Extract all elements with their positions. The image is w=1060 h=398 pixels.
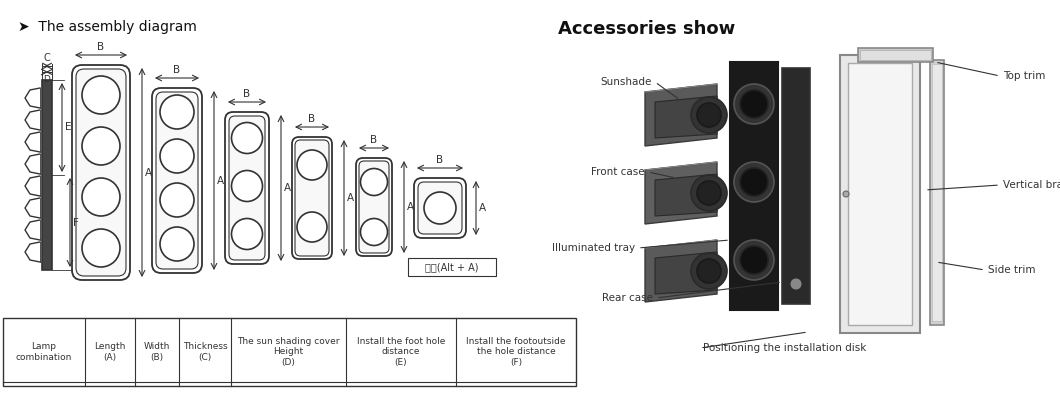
- Circle shape: [231, 170, 263, 201]
- Text: B: B: [174, 65, 180, 75]
- Circle shape: [160, 183, 194, 217]
- Text: A: A: [217, 176, 224, 185]
- Circle shape: [160, 227, 194, 261]
- Circle shape: [424, 192, 456, 224]
- Bar: [932, 64, 942, 321]
- Circle shape: [691, 97, 727, 133]
- Text: Install the foot hole
distance
(E): Install the foot hole distance (E): [357, 337, 445, 367]
- Text: Lamp
combination: Lamp combination: [16, 342, 72, 362]
- Bar: [930, 60, 944, 325]
- Circle shape: [160, 139, 194, 173]
- Circle shape: [297, 150, 326, 180]
- Circle shape: [734, 240, 774, 280]
- Circle shape: [82, 178, 120, 216]
- Text: Accessories show: Accessories show: [558, 20, 736, 38]
- Circle shape: [740, 90, 768, 118]
- Text: Positioning the installation disk: Positioning the installation disk: [703, 343, 866, 353]
- Text: Vertical bracket: Vertical bracket: [1003, 180, 1060, 190]
- Text: D: D: [43, 75, 51, 84]
- Circle shape: [697, 103, 721, 127]
- Circle shape: [697, 181, 721, 205]
- Circle shape: [740, 246, 768, 274]
- Text: B: B: [244, 89, 250, 99]
- FancyBboxPatch shape: [418, 182, 462, 234]
- Text: Front case: Front case: [591, 167, 644, 177]
- Circle shape: [791, 279, 801, 289]
- Text: B: B: [308, 114, 316, 124]
- Circle shape: [697, 259, 721, 283]
- Circle shape: [734, 162, 774, 202]
- Text: C: C: [43, 53, 51, 63]
- Circle shape: [82, 229, 120, 267]
- Text: E: E: [65, 123, 71, 133]
- Bar: [3, 318, 576, 386]
- Text: Width
(B): Width (B): [144, 342, 171, 362]
- Bar: [840, 55, 920, 333]
- Text: A: A: [407, 202, 414, 212]
- Polygon shape: [655, 252, 717, 294]
- Polygon shape: [655, 96, 717, 138]
- Text: Side trim: Side trim: [988, 265, 1036, 275]
- FancyBboxPatch shape: [156, 92, 198, 269]
- Text: Length
(A): Length (A): [94, 342, 126, 362]
- Text: Illuminated tray: Illuminated tray: [552, 243, 635, 253]
- Polygon shape: [655, 174, 717, 216]
- Bar: [782, 68, 810, 304]
- Text: B: B: [98, 42, 105, 52]
- Circle shape: [843, 191, 849, 197]
- Polygon shape: [644, 240, 717, 302]
- Text: F: F: [73, 217, 78, 228]
- Circle shape: [360, 168, 388, 195]
- Circle shape: [160, 95, 194, 129]
- Circle shape: [297, 212, 326, 242]
- Circle shape: [740, 168, 768, 196]
- Circle shape: [734, 84, 774, 124]
- FancyBboxPatch shape: [295, 140, 329, 256]
- Text: A: A: [145, 168, 153, 178]
- Text: Thickness
(C): Thickness (C): [182, 342, 227, 362]
- Circle shape: [82, 127, 120, 165]
- Circle shape: [691, 175, 727, 211]
- Circle shape: [360, 219, 388, 246]
- Text: Sunshade: Sunshade: [601, 77, 652, 87]
- Text: B: B: [437, 155, 443, 165]
- Bar: [858, 48, 933, 62]
- Circle shape: [691, 253, 727, 289]
- Text: B: B: [370, 135, 377, 145]
- Bar: [730, 62, 778, 310]
- Bar: [860, 50, 931, 60]
- FancyBboxPatch shape: [229, 116, 265, 260]
- Bar: [408, 258, 496, 276]
- Circle shape: [231, 219, 263, 250]
- Text: Install the footoutside
the hole distance
(F): Install the footoutside the hole distanc…: [466, 337, 566, 367]
- Circle shape: [231, 123, 263, 154]
- Text: A: A: [479, 203, 487, 213]
- Text: A: A: [284, 183, 292, 193]
- Text: 截図(Alt + A): 截図(Alt + A): [425, 262, 479, 272]
- Polygon shape: [644, 162, 717, 224]
- Circle shape: [82, 76, 120, 114]
- Text: Top trim: Top trim: [1003, 71, 1045, 81]
- Text: The sun shading cover
Height
(D): The sun shading cover Height (D): [237, 337, 340, 367]
- FancyBboxPatch shape: [76, 69, 126, 276]
- Polygon shape: [644, 84, 717, 146]
- Text: Rear case: Rear case: [602, 293, 653, 303]
- FancyBboxPatch shape: [359, 161, 389, 253]
- Bar: [848, 63, 912, 325]
- Text: A: A: [347, 193, 354, 203]
- Text: ➤  The assembly diagram: ➤ The assembly diagram: [18, 20, 197, 34]
- Bar: [42, 80, 52, 270]
